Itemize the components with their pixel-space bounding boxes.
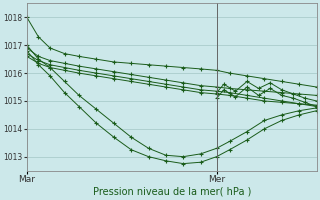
- X-axis label: Pression niveau de la mer( hPa ): Pression niveau de la mer( hPa ): [92, 187, 251, 197]
